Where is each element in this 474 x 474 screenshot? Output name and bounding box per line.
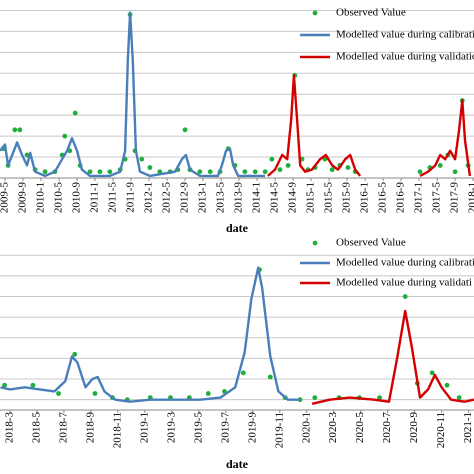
model-line bbox=[311, 309, 474, 405]
x-tick-label: 2020-11 bbox=[435, 412, 447, 448]
legend-label: Modelled value during calibrati bbox=[336, 257, 474, 269]
x-tick-label: 2009-9 bbox=[16, 182, 28, 214]
observed-point bbox=[329, 167, 335, 173]
x-tick-label: 2015-1 bbox=[305, 182, 317, 213]
observed-point bbox=[92, 391, 98, 396]
observed-point bbox=[197, 169, 203, 175]
observed-point bbox=[377, 395, 382, 401]
legend-label: Observed Value bbox=[336, 7, 406, 19]
x-tick-label: 2009-5 bbox=[0, 182, 10, 214]
x-tick-label: 2017-1 bbox=[413, 182, 425, 213]
model-line bbox=[0, 11, 266, 178]
observed-point bbox=[402, 294, 408, 299]
observed-point bbox=[97, 169, 103, 175]
observed-point bbox=[12, 127, 18, 133]
x-tick-label: 2015-9 bbox=[341, 182, 353, 214]
observed-point bbox=[30, 382, 36, 388]
x-tick-label: 2010-5 bbox=[52, 182, 64, 214]
observed-point bbox=[182, 127, 188, 133]
x-tick-label: 2019-7 bbox=[219, 412, 231, 444]
x-tick-label: 2016-1 bbox=[359, 182, 371, 213]
legend-marker bbox=[312, 240, 318, 246]
x-tick-label: 2014-5 bbox=[269, 182, 281, 214]
legend-label: Modelled value during validati bbox=[336, 277, 472, 289]
x-tick-label: 2020-5 bbox=[354, 412, 366, 444]
x-tick-label: 2019-1 bbox=[138, 412, 150, 443]
observed-point bbox=[252, 169, 258, 175]
observed-point bbox=[72, 351, 78, 357]
x-tick-label: 2012-1 bbox=[143, 182, 155, 213]
x-tick-label: 2019-5 bbox=[192, 412, 204, 444]
observed-point bbox=[147, 165, 153, 170]
observed-point bbox=[444, 382, 450, 388]
observed-point bbox=[205, 391, 211, 396]
x-tick-label: 2013-5 bbox=[215, 182, 227, 214]
observed-point bbox=[345, 165, 351, 170]
x-tick-label: 2018-7 bbox=[57, 412, 69, 444]
observed-point bbox=[429, 370, 435, 376]
observed-point bbox=[456, 395, 462, 401]
x-tick-label: 2015-5 bbox=[323, 182, 335, 214]
x-tick-label: 2020-7 bbox=[381, 412, 393, 444]
observed-point bbox=[17, 127, 23, 133]
observed-point bbox=[107, 169, 113, 175]
x-tick-label: 2017-5 bbox=[431, 182, 443, 214]
observed-point bbox=[417, 169, 423, 175]
x-tick-label: 2016-5 bbox=[377, 182, 389, 214]
observed-point bbox=[240, 370, 246, 376]
observed-point bbox=[207, 169, 213, 175]
observed-point bbox=[242, 169, 248, 175]
x-tick-label: 2011-9 bbox=[125, 182, 137, 213]
x-tick-label: 2014-1 bbox=[251, 182, 263, 213]
x-tick-label: 2019-11 bbox=[273, 412, 285, 448]
x-tick-label: 2021-1 bbox=[462, 412, 474, 443]
legend-marker bbox=[312, 10, 318, 16]
x-tick-label: 2011-1 bbox=[89, 182, 101, 213]
x-tick-label: 2020-9 bbox=[408, 412, 420, 444]
observed-point bbox=[277, 167, 283, 173]
x-tick-label: 2013-1 bbox=[197, 182, 209, 213]
x-tick-label: 2017-9 bbox=[449, 182, 461, 214]
observed-point bbox=[42, 169, 48, 175]
observed-point bbox=[437, 163, 443, 168]
x-tick-label: 2019-9 bbox=[246, 412, 258, 444]
x-axis-label: date bbox=[226, 221, 249, 235]
x-tick-label: 2013-9 bbox=[233, 182, 245, 214]
observed-point bbox=[62, 133, 68, 139]
x-tick-label: 2011-5 bbox=[107, 182, 119, 213]
observed-point bbox=[452, 169, 458, 175]
x-tick-label: 2012-5 bbox=[161, 182, 173, 214]
x-tick-label: 2010-9 bbox=[71, 182, 83, 214]
legend-label: Modelled value during calibrati bbox=[336, 29, 474, 41]
observed-point bbox=[269, 156, 275, 162]
observed-point bbox=[285, 163, 291, 168]
x-tick-label: 2018-5 bbox=[30, 412, 42, 444]
observed-point bbox=[262, 169, 268, 175]
x-tick-label: 2018-9 bbox=[84, 412, 96, 444]
x-tick-label: 2019-3 bbox=[165, 412, 177, 444]
observed-point bbox=[139, 156, 145, 162]
x-tick-label: 2020-1 bbox=[300, 412, 312, 443]
observed-point bbox=[72, 110, 78, 116]
x-tick-label: 2014-9 bbox=[287, 182, 299, 214]
observed-point bbox=[56, 391, 61, 396]
observed-point bbox=[267, 374, 273, 380]
x-tick-label: 2020-3 bbox=[327, 412, 339, 444]
x-tick-label: 2016-9 bbox=[395, 182, 407, 214]
x-tick-label: 2018-11 bbox=[111, 412, 123, 448]
x-tick-label: 2010-1 bbox=[34, 182, 46, 213]
legend-label: Observed Value bbox=[336, 237, 406, 249]
observed-point bbox=[2, 382, 7, 388]
model-line bbox=[267, 74, 472, 177]
observed-point bbox=[87, 169, 93, 175]
x-axis-label: date bbox=[226, 457, 249, 471]
x-tick-label: 2018-1 bbox=[467, 182, 474, 213]
x-tick-label: 2018-3 bbox=[4, 412, 16, 444]
x-tick-label: 2012-9 bbox=[179, 182, 191, 214]
legend-label: Modelled value during validatio bbox=[336, 51, 474, 63]
observed-point bbox=[312, 395, 318, 401]
model-line bbox=[0, 266, 300, 403]
